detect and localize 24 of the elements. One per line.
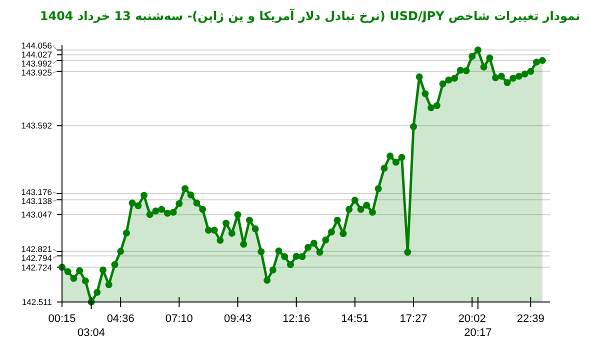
y-tick-label: 144.056 (21, 40, 52, 51)
y-tick-label: 142.511 (22, 297, 52, 307)
y-tick-label: 142.724 (21, 262, 52, 272)
y-tick-label: 142.821 (21, 244, 52, 254)
x-tick-label: 17:27 (400, 313, 428, 325)
x-tick-label: 03:04 (78, 327, 106, 339)
x-tick-label: 04:36 (106, 313, 134, 325)
y-tick-label: 143.992 (21, 58, 52, 69)
y-tick-label: 142.794 (21, 253, 52, 264)
y-tick-label: 143.592 (21, 120, 52, 131)
chart-title: نمودار تغییرات شاخص USD/JPY (نرخ تبادل دلار آمریکا و ین ژاپن)- سه‌شنبه 13 خرداد 1404 (40, 8, 580, 23)
x-tick-label: 12:16 (282, 313, 310, 325)
y-tick-label: 143.138 (21, 196, 52, 206)
x-tick-label: 22:39 (516, 313, 544, 325)
y-tick-label: 144.027 (21, 50, 52, 60)
y-tick-label: 143.176 (21, 187, 52, 198)
x-tick-label: 14:51 (341, 313, 369, 325)
x-tick-label: 20:17 (464, 327, 492, 339)
x-tick-label: 07:10 (165, 313, 193, 325)
y-tick-label: 143.047 (21, 210, 52, 220)
y-tick-label: 143.925 (21, 68, 52, 78)
x-tick-label: 09:43 (224, 313, 252, 325)
x-tick-label: 20:02 (458, 313, 486, 325)
x-tick-label: 00:15 (48, 313, 76, 325)
